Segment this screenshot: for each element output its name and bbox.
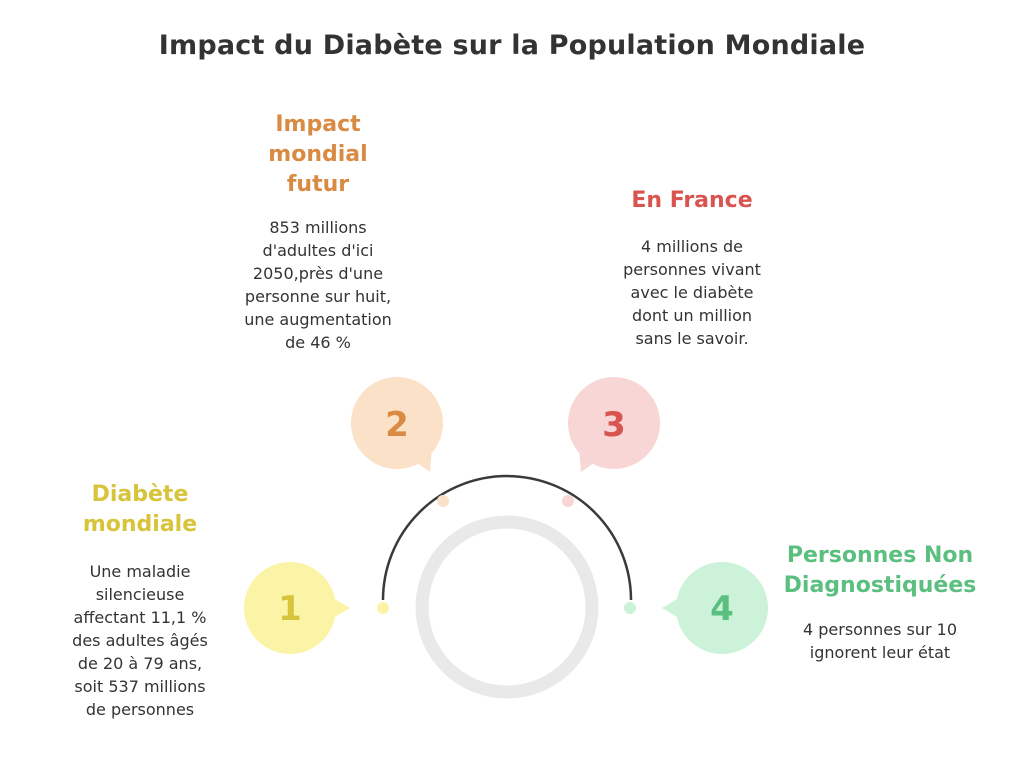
arc-dot-1 bbox=[377, 602, 389, 614]
step-2-description: 853 millions d'adultes d'ici 2050,près d… bbox=[208, 216, 428, 354]
step-3-desc-line: sans le savoir. bbox=[635, 329, 749, 348]
step-3-desc-line: personnes vivant bbox=[623, 260, 761, 279]
step-1-heading: Diabète mondiale bbox=[55, 480, 225, 540]
center-ring bbox=[415, 515, 599, 699]
connector-arc bbox=[381, 474, 633, 601]
step-1-description: Une maladie silencieuse affectant 11,1 %… bbox=[30, 560, 250, 721]
step-4-description: 4 personnes sur 10 ignorent leur état bbox=[762, 618, 998, 664]
step-2-desc-line: 2050,près d'une bbox=[252, 264, 384, 283]
step-1-desc-line: des adultes âgés bbox=[72, 631, 208, 650]
step-2-number: 2 bbox=[385, 405, 409, 445]
page-title: Impact du Diabète sur la Population Mond… bbox=[158, 30, 866, 61]
step-4-desc-line: ignorent leur état bbox=[809, 643, 951, 662]
step-2-heading-line: futur bbox=[286, 172, 350, 197]
step-2-desc-line: d'adultes d'ici bbox=[262, 241, 374, 260]
arc-dot-3 bbox=[562, 495, 574, 507]
step-3-description: 4 millions de personnes vivant avec le d… bbox=[582, 235, 802, 350]
step-2-heading: Impact mondial futur bbox=[228, 110, 408, 200]
arc-dot-4 bbox=[624, 602, 636, 614]
step-2-heading-line: mondial bbox=[268, 142, 368, 167]
step-1-desc-line: Une maladie bbox=[89, 562, 191, 581]
step-2-bubble: 2 bbox=[351, 377, 443, 472]
step-3-desc-line: avec le diabète bbox=[630, 283, 754, 302]
step-1-heading-line: mondiale bbox=[82, 512, 198, 537]
step-4-bubble: 4 bbox=[662, 562, 768, 654]
step-4-heading-line: Diagnostiquées bbox=[783, 573, 977, 598]
step-1-desc-line: soit 537 millions bbox=[74, 677, 206, 696]
step-1-heading-line: Diabète bbox=[91, 482, 189, 507]
step-3-desc-line: 4 millions de bbox=[641, 237, 743, 256]
step-2-desc-line: 853 millions bbox=[269, 218, 367, 237]
step-3-heading-line: En France bbox=[631, 188, 753, 213]
step-1-desc-line: de personnes bbox=[85, 700, 195, 719]
step-3-desc-line: dont un million bbox=[631, 306, 753, 325]
step-2-desc-line: personne sur huit, bbox=[244, 287, 392, 306]
step-4-desc-line: 4 personnes sur 10 bbox=[802, 620, 957, 639]
step-4-number: 4 bbox=[710, 589, 734, 629]
step-1-desc-line: affectant 11,1 % bbox=[73, 608, 207, 627]
step-3-number: 3 bbox=[602, 405, 626, 445]
step-3-bubble: 3 bbox=[568, 377, 660, 472]
step-4-heading-line: Personnes Non bbox=[786, 543, 974, 568]
step-2-heading-line: Impact bbox=[275, 112, 361, 137]
step-2-desc-line: de 46 % bbox=[285, 333, 351, 352]
step-1-desc-line: de 20 à 79 ans, bbox=[77, 654, 203, 673]
step-1-number: 1 bbox=[278, 589, 302, 629]
step-1-bubble: 1 bbox=[244, 562, 350, 654]
arc-dot-2 bbox=[437, 495, 449, 507]
step-1-desc-line: silencieuse bbox=[95, 585, 185, 604]
step-3-heading: En France bbox=[592, 186, 792, 216]
step-4-heading: Personnes Non Diagnostiquées bbox=[762, 541, 998, 601]
step-2-desc-line: une augmentation bbox=[244, 310, 392, 329]
